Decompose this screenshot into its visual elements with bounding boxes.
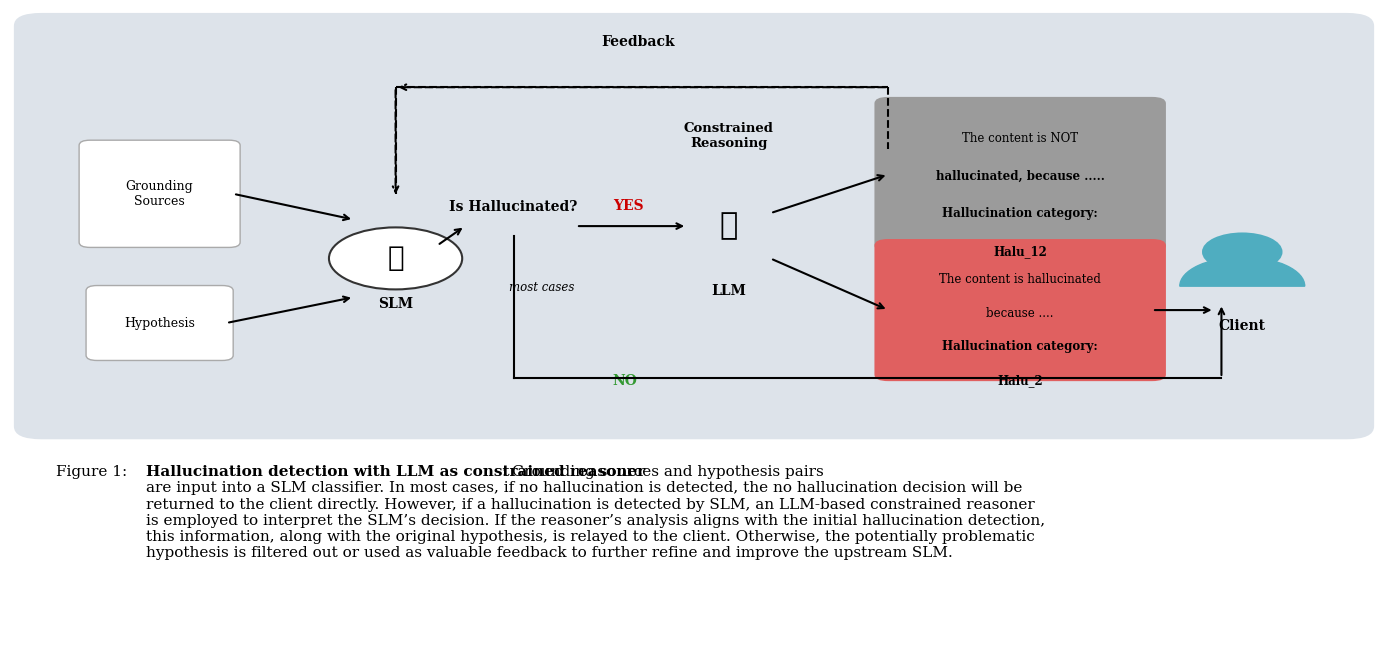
Text: 👤: 👤 [1234,254,1251,282]
Circle shape [1203,234,1281,270]
Text: : Grounding sources and hypothesis pairs
are input into a SLM classifier. In mos: : Grounding sources and hypothesis pairs… [146,465,1045,560]
Text: Hallucination category:: Hallucination category: [942,207,1098,220]
Circle shape [329,227,462,289]
Text: Feedback: Feedback [601,35,676,49]
Text: NO: NO [612,374,637,388]
FancyBboxPatch shape [14,13,1374,439]
Text: 🧠: 🧠 [719,212,738,240]
Text: 🧠: 🧠 [387,244,404,273]
Text: because ....: because .... [987,307,1053,320]
Text: The content is hallucinated: The content is hallucinated [940,273,1101,286]
Text: Is Hallucinated?: Is Hallucinated? [450,200,577,214]
Text: Halu_12: Halu_12 [994,245,1047,258]
Text: Figure 1:: Figure 1: [56,465,132,479]
Text: YES: YES [613,199,644,213]
Text: Client: Client [1219,319,1266,333]
FancyBboxPatch shape [874,239,1166,381]
Text: Hypothesis: Hypothesis [124,317,196,329]
Text: Hallucination detection with LLM as constrained reasoner: Hallucination detection with LLM as cons… [146,465,645,479]
Text: most cases: most cases [508,281,575,294]
Text: Constrained
Reasoning: Constrained Reasoning [684,121,773,150]
FancyBboxPatch shape [874,97,1166,252]
Wedge shape [1180,257,1305,286]
Text: LLM: LLM [711,284,747,298]
Text: Grounding
Sources: Grounding Sources [126,180,193,208]
Text: Hallucination category:: Hallucination category: [942,340,1098,353]
Text: The content is NOT: The content is NOT [962,132,1078,145]
FancyBboxPatch shape [79,140,240,247]
FancyBboxPatch shape [86,286,233,360]
Text: Halu_2: Halu_2 [998,374,1042,387]
Text: hallucinated, because .....: hallucinated, because ..... [936,170,1105,183]
Text: SLM: SLM [378,297,414,311]
